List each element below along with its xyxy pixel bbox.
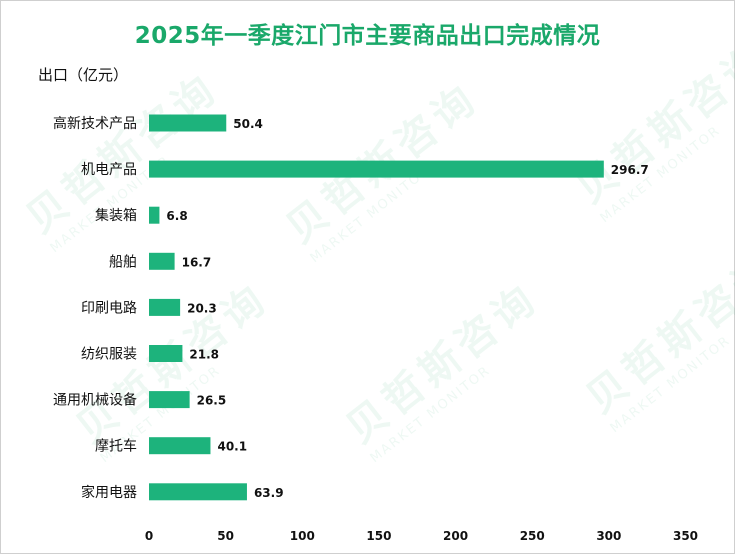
bar [149,345,183,362]
bar [149,298,181,316]
data-label: 40.1 [217,440,247,454]
bar [149,437,211,455]
data-label: 6.8 [166,209,187,223]
bar [149,391,190,409]
category-label: 机电产品 [81,162,137,178]
category-label: 家用电器 [81,484,137,501]
category-label: 纺织服装 [81,347,137,363]
category-label: 印刷电路 [81,300,137,316]
x-tick-label: 250 [520,529,545,543]
bar [149,483,247,501]
x-tick-label: 150 [366,529,391,543]
x-tick-label: 0 [145,529,153,543]
data-label: 21.8 [189,348,219,362]
x-tick-label: 50 [217,529,234,543]
y-axis-label: 出口（亿元） [38,66,129,84]
data-label: 20.3 [187,301,217,315]
data-label: 26.5 [197,394,227,408]
bar [149,252,175,270]
data-label: 63.9 [254,486,284,500]
data-label: 50.4 [233,117,263,131]
x-tick-label: 200 [443,529,468,543]
chart-title: 2025年一季度江门市主要商品出口完成情况 [134,23,601,49]
category-label: 船舶 [109,254,137,270]
category-label: 通用机械设备 [53,392,137,409]
category-label: 摩托车 [95,438,137,455]
bar [149,206,160,224]
bar [149,160,604,178]
x-tick-label: 350 [673,529,698,543]
x-tick-label: 100 [290,529,315,543]
data-label: 296.7 [611,163,649,177]
category-label: 高新技术产品 [53,115,137,132]
x-tick-label: 300 [596,529,621,543]
bar [149,114,227,132]
category-label: 集装箱 [95,207,137,224]
data-label: 16.7 [182,255,212,269]
